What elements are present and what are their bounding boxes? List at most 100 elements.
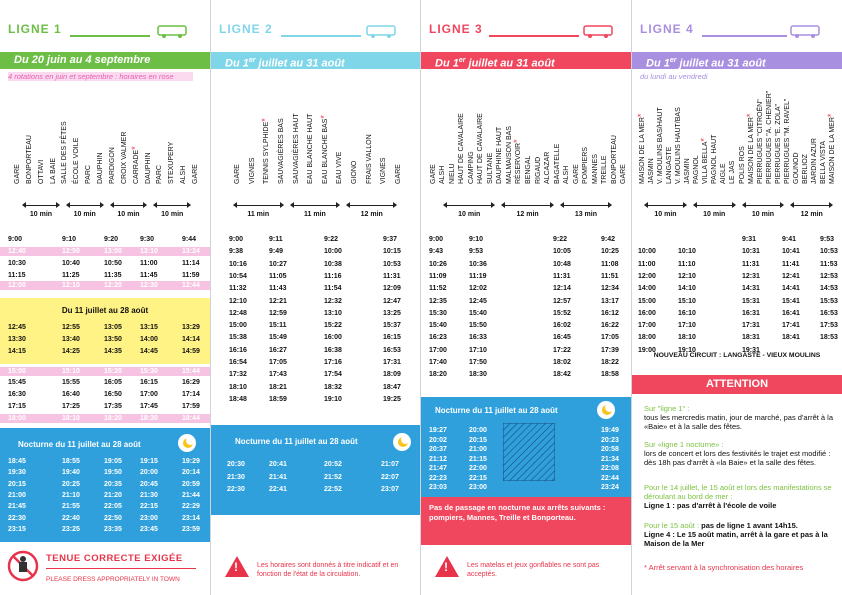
time-cell: 18:45 bbox=[8, 458, 26, 465]
time-cell: 13:25 bbox=[383, 309, 401, 317]
time-row: 22:30 22:40 22:50 23:00 23:14 bbox=[0, 515, 210, 525]
time-row: 9:00 9:11 9:22 9:37 bbox=[211, 236, 420, 246]
time-cell: 9:11 bbox=[269, 236, 283, 243]
stop-name: ALSH bbox=[563, 165, 571, 184]
time-cell: 11:54 bbox=[324, 285, 342, 293]
segment-arrow bbox=[501, 202, 554, 208]
time-cell: 16:23 bbox=[429, 334, 447, 342]
line-4-title: LIGNE 4 bbox=[640, 22, 694, 36]
time-row: 16:54 17:05 17:16 17:31 bbox=[211, 359, 420, 369]
time-cell: 22:00 bbox=[469, 465, 487, 472]
time-cell: 9:00 bbox=[8, 236, 23, 243]
hatched-block bbox=[503, 423, 555, 481]
time-cell: 17:05 bbox=[601, 334, 619, 342]
time-cell: 9:20 bbox=[104, 236, 119, 243]
time-cell: 14:15 bbox=[8, 348, 26, 355]
stop-name: ÉCOLE VOILE bbox=[73, 137, 81, 184]
warning-icon: ! bbox=[435, 556, 459, 577]
time-cell: 23:00 bbox=[140, 514, 158, 522]
stop-name: OTTAVI bbox=[37, 159, 45, 184]
time-cell: 12:34 bbox=[601, 285, 619, 293]
time-cell: 11:05 bbox=[269, 272, 287, 280]
segment-label: 10 min bbox=[703, 211, 726, 218]
time-cell: 12:00 bbox=[8, 282, 26, 289]
dress-code-english: PLEASE DRESS APPROPRIATELY IN TOWN bbox=[46, 576, 180, 583]
time-cell: 11:31 bbox=[383, 272, 401, 280]
time-cell: 19:31 bbox=[742, 346, 760, 354]
time-row: 11:52 12:02 12:14 12:34 bbox=[421, 285, 631, 295]
time-cell: 11:08 bbox=[601, 260, 619, 268]
time-cell: 19:15 bbox=[140, 458, 158, 465]
time-cell: 10:48 bbox=[553, 260, 571, 268]
stop-name: MAISON DE LA MER* bbox=[744, 113, 755, 184]
time-cell: 11:00 bbox=[140, 260, 158, 267]
time-cell: 10:38 bbox=[324, 260, 342, 268]
segment-arrow bbox=[644, 202, 687, 208]
time-row: 9:00 9:10 9:20 9:30 9:44 bbox=[0, 236, 210, 246]
time-cell: 10:30 bbox=[8, 260, 26, 267]
time-cell: 17:31 bbox=[383, 359, 401, 366]
time-cell: 15:37 bbox=[383, 322, 401, 330]
time-cell: 16:53 bbox=[820, 309, 838, 317]
segment-arrow bbox=[22, 202, 60, 208]
time-cell: 19:50 bbox=[104, 469, 122, 477]
pink-band bbox=[0, 247, 210, 256]
line-2-night-title: Nocturne du 11 juillet au 28 août bbox=[235, 437, 358, 446]
line-1-stops: GARE BONPORTEAU OTTAVI LA BAIE SALLE DES FÊT… bbox=[12, 96, 202, 184]
time-row: 18:00 18:10 18:31 18:41 18:53 bbox=[632, 334, 842, 344]
attention-p1: Sur "ligne 1" : tous les mercredis matin,… bbox=[644, 404, 834, 431]
time-cell: 15:52 bbox=[553, 309, 571, 317]
stop-name: FRAIS VALLON bbox=[365, 134, 373, 184]
time-cell: 10:25 bbox=[601, 248, 619, 256]
time-cell: 10:53 bbox=[383, 260, 401, 268]
stop-name: EAU VIVE bbox=[336, 151, 344, 184]
time-cell: 22:15 bbox=[140, 503, 158, 511]
time-cell: 12:53 bbox=[820, 272, 838, 280]
time-cell: 18:47 bbox=[383, 383, 401, 391]
time-cell: 15:00 bbox=[8, 368, 26, 375]
segment-label: 10 min bbox=[751, 211, 775, 218]
time-cell: 12:00 bbox=[638, 272, 656, 280]
stop-name: NIELU bbox=[448, 163, 456, 184]
line-2-night-box: Nocturne du 11 juillet au 28 août 20:30 2… bbox=[211, 425, 420, 515]
time-cell: 10:10 bbox=[678, 248, 696, 256]
time-cell: 20:41 bbox=[269, 461, 287, 468]
time-cell: 10:27 bbox=[269, 260, 287, 268]
time-cell: 22:52 bbox=[324, 486, 342, 493]
dress-code-icon bbox=[7, 550, 39, 582]
time-cell: 18:21 bbox=[269, 383, 287, 391]
stop-name: MANNES bbox=[591, 154, 599, 184]
sync-star: * bbox=[129, 146, 140, 150]
time-row: 23:15 23:25 23:35 23:45 23:59 bbox=[0, 526, 210, 536]
time-cell: 16:45 bbox=[553, 334, 571, 342]
column-divider bbox=[210, 0, 211, 595]
stop-name: PAGNOL HAUT bbox=[711, 134, 719, 184]
stop-name: GARE bbox=[234, 164, 242, 184]
segment-label: 12 min bbox=[360, 211, 383, 218]
time-cell: 11:45 bbox=[140, 271, 158, 279]
time-row: 12:45 12:55 13:05 13:15 13:29 bbox=[0, 324, 210, 334]
stop-name: AIGLE bbox=[720, 163, 728, 184]
time-cell: 18:48 bbox=[229, 395, 247, 403]
attention-star-note: * Arrêt servant à la synchronisation des… bbox=[644, 563, 804, 572]
time-cell: 20:30 bbox=[227, 461, 245, 468]
time-cell: 10:26 bbox=[429, 260, 447, 268]
sync-star: * bbox=[512, 139, 523, 143]
time-cell: 12:20 bbox=[104, 282, 122, 289]
time-cell: 16:10 bbox=[678, 309, 696, 317]
time-row: 10:16 10:27 10:38 10:53 bbox=[211, 261, 420, 271]
time-row: 20:30 20:41 20:52 21:07 bbox=[211, 461, 420, 471]
stop-name: GARE bbox=[572, 164, 580, 184]
time-row: 17:00 17:10 17:22 17:39 bbox=[421, 347, 631, 357]
time-cell: 15:44 bbox=[182, 368, 200, 375]
time-cell: 13:29 bbox=[182, 324, 200, 331]
time-cell: 15:00 bbox=[229, 322, 247, 330]
attention-p2: Sur «ligne 1 nocturne» : lors de concert … bbox=[644, 440, 831, 467]
line-3-title: LIGNE 3 bbox=[429, 22, 483, 36]
time-row: 12:40 12:50 13:00 13:10 13:24 bbox=[0, 248, 210, 258]
stop-name: TREILLE bbox=[601, 155, 609, 184]
stop-name: V. MOULINS BAS/HAUT bbox=[656, 107, 664, 184]
segment-label: 11 min bbox=[304, 211, 326, 218]
stop-name: BENGAL bbox=[525, 155, 532, 184]
line-1-column: LIGNE 1 Du 20 juin au 4 septembre 4 rota… bbox=[0, 0, 210, 595]
